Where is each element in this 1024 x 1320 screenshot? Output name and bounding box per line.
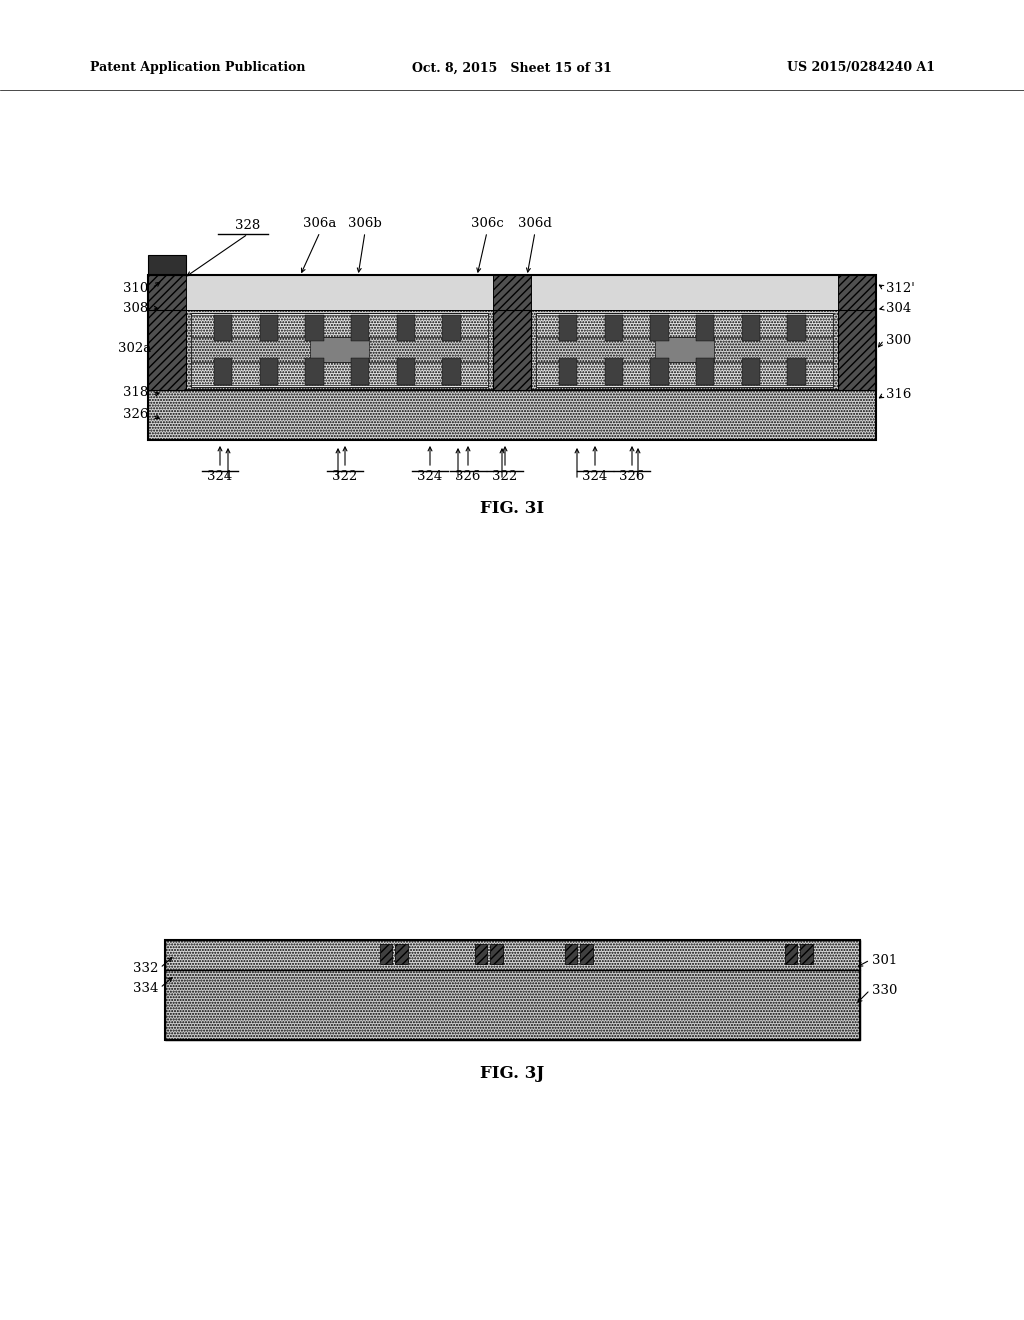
Bar	[186, 275, 493, 310]
Text: 308: 308	[123, 301, 148, 314]
Bar	[838, 310, 876, 389]
Bar	[696, 315, 714, 341]
Bar	[604, 358, 623, 385]
Bar	[536, 362, 833, 385]
Bar	[604, 315, 623, 341]
Text: 312': 312'	[886, 281, 914, 294]
Bar	[148, 275, 876, 440]
Text: 306b: 306b	[348, 216, 382, 230]
Bar	[148, 389, 876, 440]
Bar	[531, 275, 838, 310]
Bar	[165, 970, 860, 1040]
Bar	[165, 940, 860, 1040]
Bar	[305, 315, 324, 341]
Bar	[475, 944, 487, 964]
Text: 322: 322	[333, 470, 357, 483]
Text: 324: 324	[583, 470, 607, 483]
Bar	[191, 337, 488, 362]
Bar	[310, 337, 370, 362]
Text: 328: 328	[236, 219, 261, 232]
Bar	[580, 944, 593, 964]
Bar	[442, 358, 461, 385]
Bar	[214, 315, 232, 341]
Bar	[148, 310, 186, 389]
Bar	[559, 358, 578, 385]
Bar	[536, 313, 833, 387]
Text: 324: 324	[418, 470, 442, 483]
Bar	[191, 362, 488, 385]
Bar	[696, 358, 714, 385]
Bar	[536, 337, 833, 362]
Bar	[191, 315, 488, 337]
Text: 316: 316	[886, 388, 911, 401]
Text: 332: 332	[133, 961, 158, 974]
Bar	[380, 944, 392, 964]
Text: FIG. 3I: FIG. 3I	[480, 500, 544, 517]
Text: 301: 301	[872, 953, 897, 966]
Bar	[259, 315, 278, 341]
Bar	[395, 944, 408, 964]
Text: US 2015/0284240 A1: US 2015/0284240 A1	[787, 62, 935, 74]
Bar	[148, 275, 186, 310]
Bar	[165, 940, 860, 970]
Text: 324: 324	[208, 470, 232, 483]
Bar	[531, 275, 838, 310]
Bar	[493, 275, 531, 310]
Bar	[654, 337, 714, 362]
Text: 330: 330	[872, 983, 897, 997]
Text: FIG. 3J: FIG. 3J	[480, 1065, 544, 1082]
Text: 310: 310	[123, 281, 148, 294]
Text: 302a: 302a	[118, 342, 151, 355]
Bar	[396, 315, 415, 341]
Bar	[565, 944, 577, 964]
Bar	[838, 275, 876, 310]
Bar	[785, 944, 797, 964]
Text: 326: 326	[123, 408, 148, 421]
Bar	[741, 358, 760, 385]
Text: 306d: 306d	[518, 216, 552, 230]
Text: 334: 334	[133, 982, 158, 994]
Text: 306c: 306c	[471, 216, 504, 230]
Bar	[148, 275, 876, 310]
Text: Patent Application Publication: Patent Application Publication	[90, 62, 305, 74]
Bar	[148, 255, 186, 275]
Text: 326: 326	[620, 470, 645, 483]
Bar	[259, 358, 278, 385]
Bar	[351, 315, 370, 341]
Bar	[787, 358, 806, 385]
Bar	[351, 358, 370, 385]
Bar	[493, 310, 531, 389]
Bar	[650, 315, 669, 341]
Bar	[214, 358, 232, 385]
Text: 304: 304	[886, 301, 911, 314]
Text: 306a: 306a	[303, 216, 337, 230]
Bar	[536, 315, 833, 337]
Bar	[559, 315, 578, 341]
Text: 318: 318	[123, 387, 148, 400]
Bar	[650, 358, 669, 385]
Bar	[186, 275, 493, 310]
Bar	[442, 315, 461, 341]
Text: 300: 300	[886, 334, 911, 346]
Text: 326: 326	[456, 470, 480, 483]
Bar	[490, 944, 503, 964]
Bar	[305, 358, 324, 385]
Bar	[741, 315, 760, 341]
Bar	[396, 358, 415, 385]
Bar	[800, 944, 813, 964]
Bar	[148, 310, 876, 389]
Bar	[787, 315, 806, 341]
Text: 322: 322	[493, 470, 517, 483]
Bar	[191, 313, 488, 387]
Text: Oct. 8, 2015   Sheet 15 of 31: Oct. 8, 2015 Sheet 15 of 31	[412, 62, 612, 74]
